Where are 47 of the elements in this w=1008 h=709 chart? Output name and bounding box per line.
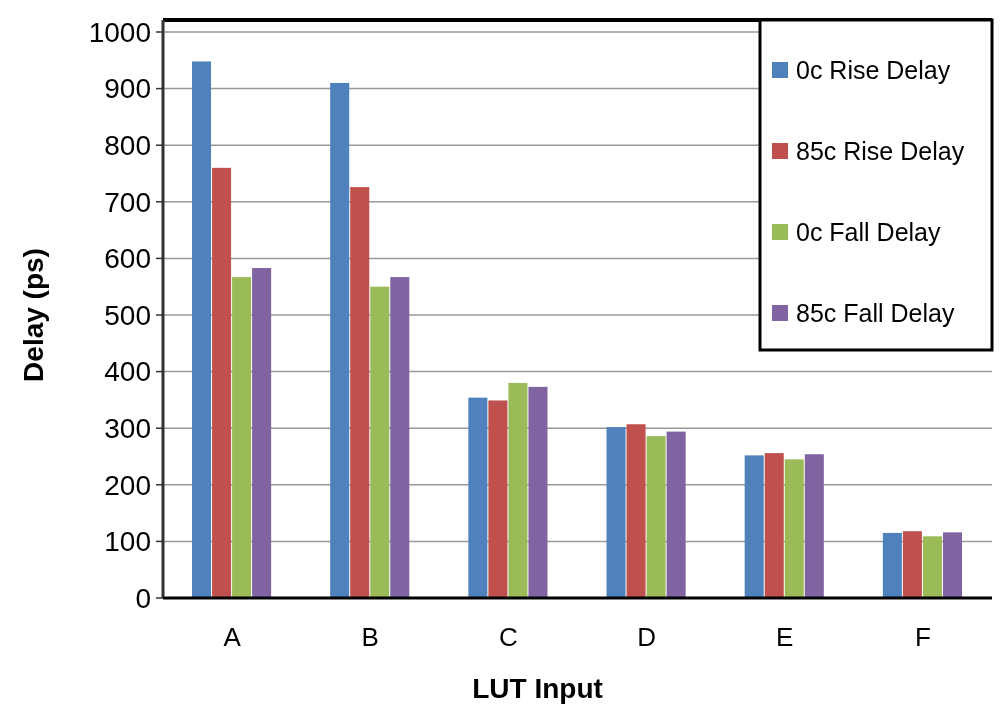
y-tick-label: 0 xyxy=(135,582,151,614)
bar xyxy=(508,382,528,598)
bar xyxy=(666,431,686,598)
y-tick-label: 700 xyxy=(104,186,151,218)
bar xyxy=(528,386,548,598)
bar xyxy=(350,187,370,598)
bar xyxy=(764,453,784,598)
y-tick-label: 400 xyxy=(104,356,151,388)
x-tick-label: D xyxy=(637,622,656,652)
y-tick-label: 1000 xyxy=(88,16,151,48)
bar xyxy=(252,268,272,598)
bar xyxy=(192,61,212,598)
bar xyxy=(942,532,962,598)
bar xyxy=(330,82,350,598)
bar xyxy=(882,532,902,598)
y-tick-label: 300 xyxy=(104,413,151,444)
bar xyxy=(902,531,922,598)
y-tick-label: 100 xyxy=(104,526,151,558)
y-tick-label: 800 xyxy=(104,130,151,161)
bar xyxy=(606,427,626,598)
bar xyxy=(488,400,508,598)
x-tick-label: A xyxy=(223,622,242,652)
bar xyxy=(390,277,410,598)
x-axis-title: LUT Input xyxy=(472,673,603,704)
legend-label: 0c Rise Delay xyxy=(796,55,951,84)
bar xyxy=(626,424,646,598)
y-tick-label: 900 xyxy=(104,73,151,105)
y-tick-label: 600 xyxy=(104,243,151,275)
legend-label: 85c Rise Delay xyxy=(796,136,965,165)
bar xyxy=(370,286,390,598)
bar xyxy=(646,436,666,598)
x-tick-label: E xyxy=(776,622,794,652)
y-tick-label: 200 xyxy=(104,469,151,501)
bar xyxy=(744,455,764,598)
x-tick-label: F xyxy=(914,622,931,652)
legend-label: 0c Fall Delay xyxy=(796,217,941,246)
x-tick-label: C xyxy=(499,622,518,652)
y-axis-title: Delay (ps) xyxy=(18,248,49,382)
bar xyxy=(922,536,942,598)
bar xyxy=(784,459,804,598)
bar xyxy=(212,167,232,598)
legend-label: 85c Fall Delay xyxy=(796,298,955,327)
bar xyxy=(804,454,824,598)
x-tick-label: B xyxy=(361,622,379,652)
bar xyxy=(468,397,488,598)
y-tick-label: 500 xyxy=(104,299,151,331)
bar xyxy=(232,277,252,598)
